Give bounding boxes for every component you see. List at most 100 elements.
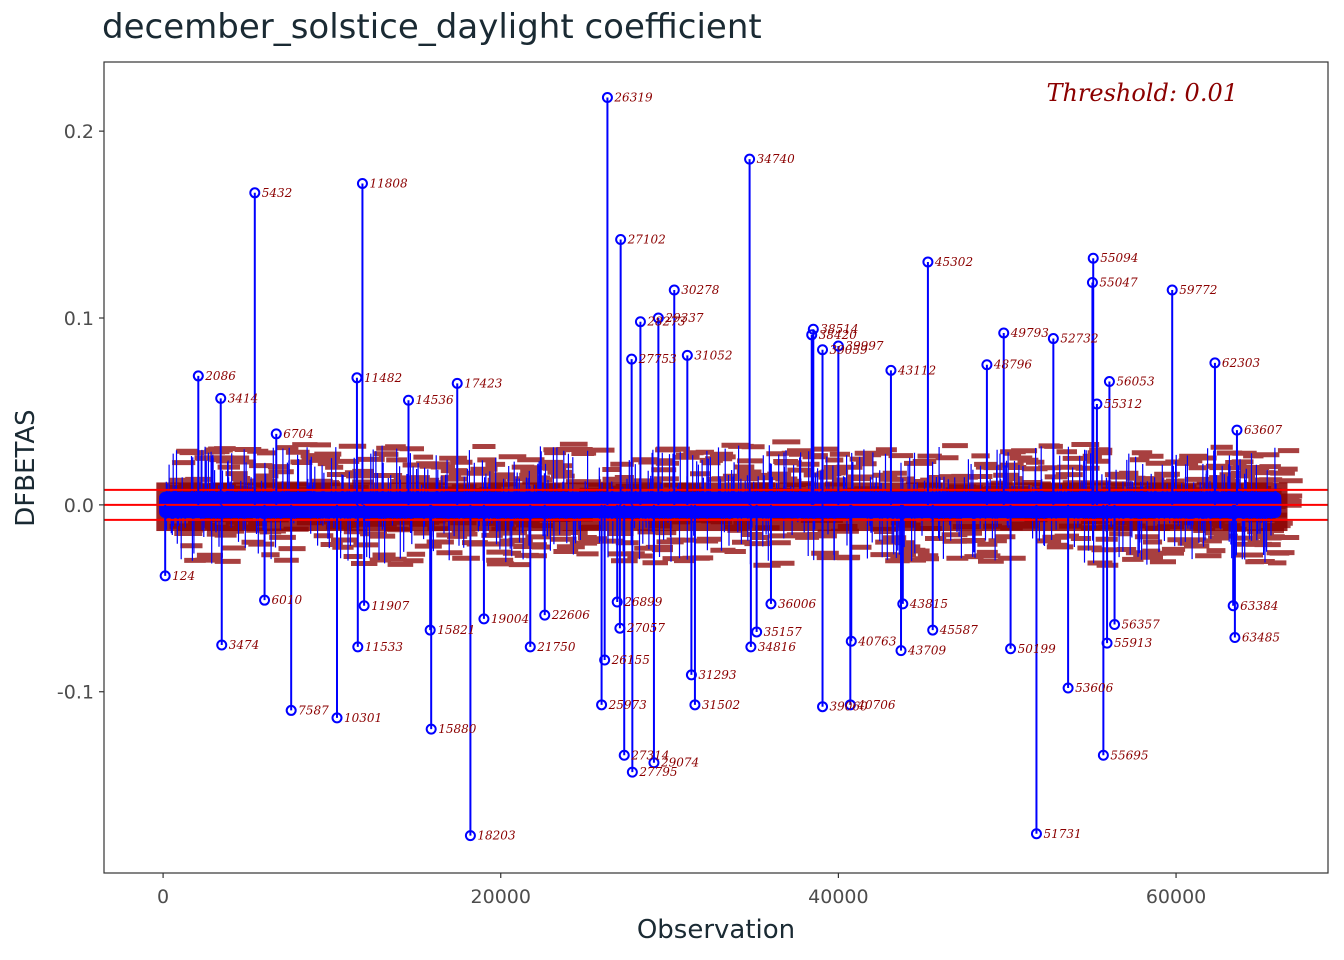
point-label-30278: 30278 [681, 283, 720, 297]
point-11808 [356, 177, 368, 189]
point-31052 [681, 349, 693, 361]
point-40706 [844, 699, 856, 711]
point-label-55047: 55047 [1099, 276, 1138, 290]
point-29074 [648, 757, 660, 769]
x-tick-label-40000: 40000 [808, 886, 868, 908]
point-label-34816: 34816 [758, 640, 797, 654]
point-label-59772: 59772 [1179, 283, 1217, 297]
point-label-29074: 29074 [660, 756, 699, 770]
point-label-43815: 43815 [909, 597, 948, 611]
point-label-40763: 40763 [857, 634, 897, 648]
point-53606 [1062, 682, 1074, 694]
point-59772 [1166, 284, 1178, 296]
point-39997 [832, 340, 844, 352]
point-56053 [1103, 376, 1115, 388]
point-label-2086: 2086 [204, 369, 236, 383]
point-14536 [402, 394, 414, 406]
threshold-annotation: Threshold: 0.01 [1046, 79, 1238, 107]
point-label-56357: 56357 [1122, 617, 1161, 631]
point-label-48796: 48796 [993, 358, 1033, 372]
x-tick-label-60000: 60000 [1146, 886, 1206, 908]
point-label-51731: 51731 [1043, 827, 1081, 841]
point-label-11808: 11808 [369, 176, 408, 190]
point-62303 [1209, 357, 1221, 369]
point-11907 [358, 600, 370, 612]
point-45302 [922, 256, 934, 268]
point-17423 [451, 377, 463, 389]
point-labels: 26319 34740 11808 5432 27102 55094 45302 55047 3… [172, 91, 1282, 843]
point-label-14536: 14536 [415, 393, 454, 407]
point-label-40706: 40706 [856, 698, 896, 712]
point-27795 [626, 766, 638, 778]
y-axis-title: DFBETAS [11, 409, 41, 526]
point-label-7587: 7587 [298, 703, 329, 717]
point-35157 [751, 626, 763, 638]
point-label-27795: 27795 [638, 765, 677, 779]
point-label-55312: 55312 [1104, 397, 1142, 411]
point-label-124: 124 [172, 569, 195, 583]
point-label-15821: 15821 [437, 623, 475, 637]
point-52732 [1047, 333, 1059, 345]
point-label-27314: 27314 [630, 748, 669, 762]
point-3414 [215, 392, 227, 404]
y-tick-label-2: 0.1 [64, 308, 94, 330]
panel-border [103, 61, 1329, 874]
point-label-53606: 53606 [1075, 681, 1114, 695]
point-40763 [845, 635, 857, 647]
point-15821 [424, 624, 436, 636]
point-label-5432: 5432 [262, 186, 293, 200]
point-34740 [744, 153, 756, 165]
point-label-45302: 45302 [934, 255, 973, 269]
point-label-50199: 50199 [1018, 642, 1057, 656]
point-label-43709: 43709 [907, 644, 947, 658]
point-label-63485: 63485 [1242, 631, 1280, 645]
point-label-39059: 39059 [830, 343, 869, 357]
threshold-lines [104, 488, 1328, 521]
labeled-points [159, 92, 1243, 842]
point-55094 [1087, 252, 1099, 264]
point-28273 [634, 316, 646, 328]
point-49793 [998, 327, 1010, 339]
point-label-26319: 26319 [613, 91, 653, 105]
y-tick-label-3: 0.2 [64, 121, 94, 143]
point-39059 [817, 344, 829, 356]
point-label-17423: 17423 [464, 376, 503, 390]
point-label-15880: 15880 [438, 722, 477, 736]
point-38514 [807, 323, 819, 335]
point-label-11533: 11533 [365, 640, 404, 654]
point-label-26155: 26155 [611, 653, 650, 667]
point-label-63607: 63607 [1244, 423, 1283, 437]
point-label-22606: 22606 [551, 608, 591, 622]
point-label-43112: 43112 [897, 363, 936, 377]
point-27057 [614, 622, 626, 634]
point-6704 [270, 428, 282, 440]
plot-panel: 26319 34740 11808 5432 27102 55094 45302 55047 3… [104, 91, 1328, 843]
x-tick-label-0: 0 [157, 886, 169, 908]
point-25973 [596, 699, 608, 711]
point-label-31052: 31052 [694, 348, 732, 362]
point-label-45587: 45587 [939, 623, 979, 637]
point-34816 [745, 641, 757, 653]
point-label-3414: 3414 [228, 391, 259, 405]
point-43709 [895, 645, 907, 657]
point-38420 [806, 329, 818, 341]
point-3474 [216, 639, 228, 651]
point-55312 [1091, 398, 1103, 410]
point-label-36006: 36006 [778, 597, 817, 611]
point-label-11482: 11482 [364, 371, 402, 385]
x-axis-title: Observation [637, 915, 795, 945]
point-label-31293: 31293 [698, 668, 737, 682]
point-18203 [464, 830, 476, 842]
point-63607 [1231, 424, 1243, 436]
point-55913 [1101, 637, 1113, 649]
point-55695 [1097, 749, 1109, 761]
point-label-56053: 56053 [1116, 375, 1155, 389]
point-124 [159, 570, 171, 582]
point-21750 [524, 641, 536, 653]
point-50199 [1005, 643, 1017, 655]
point-label-49793: 49793 [1010, 326, 1050, 340]
point-26899 [611, 596, 623, 608]
point-label-10301: 10301 [344, 711, 382, 725]
point-label-6010: 6010 [272, 593, 303, 607]
